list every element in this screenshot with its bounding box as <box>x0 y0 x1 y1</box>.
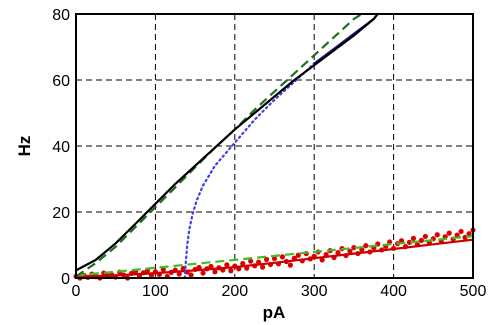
data-point <box>228 268 234 274</box>
data-point <box>458 228 464 235</box>
solid-curve <box>74 12 379 272</box>
data-point <box>212 269 218 275</box>
solid-curve <box>74 238 475 279</box>
scatter-series <box>73 227 476 281</box>
data-point <box>418 237 424 243</box>
data-point <box>410 235 417 241</box>
data-point <box>319 257 325 263</box>
data-point <box>188 272 194 278</box>
data-point <box>422 233 428 240</box>
series-group <box>73 12 476 281</box>
x-tick-label: 100 <box>142 283 169 300</box>
data-point <box>240 260 246 267</box>
data-point <box>176 271 182 277</box>
data-point <box>347 248 353 254</box>
data-point <box>363 243 369 249</box>
data-point <box>446 230 452 236</box>
x-tick-label: 500 <box>460 283 487 300</box>
data-point <box>263 256 270 263</box>
data-point <box>271 255 278 262</box>
y-tick-label: 80 <box>52 7 70 24</box>
x-tick-label: 0 <box>72 283 81 300</box>
data-point <box>208 263 214 270</box>
y-tick-label: 20 <box>52 205 70 222</box>
tick-labels: 0 100 200 300 400 500 0 20 40 60 80 <box>52 7 486 300</box>
y-axis-label: Hz <box>15 136 34 157</box>
data-point <box>454 232 460 238</box>
x-tick-label: 400 <box>380 283 407 300</box>
data-point <box>335 249 341 256</box>
y-tick-label: 40 <box>52 139 70 156</box>
x-tick-label: 200 <box>221 283 248 300</box>
data-point <box>434 232 440 238</box>
data-point <box>224 262 230 268</box>
data-point <box>200 270 206 276</box>
data-point <box>259 264 266 270</box>
y-tick-label: 0 <box>61 271 70 288</box>
grid <box>76 14 473 278</box>
data-point <box>466 231 472 237</box>
data-point <box>279 254 286 260</box>
x-tick-label: 300 <box>301 283 328 300</box>
data-point <box>406 239 413 245</box>
dashed-curve <box>75 235 474 277</box>
plot-frame <box>75 13 474 279</box>
data-point <box>248 258 254 264</box>
y-tick-label: 60 <box>52 73 70 90</box>
solid-curve <box>313 12 379 65</box>
x-axis-label: pA <box>263 303 286 322</box>
data-point <box>196 264 202 271</box>
dotted-curve <box>183 62 316 280</box>
data-point <box>287 262 293 268</box>
